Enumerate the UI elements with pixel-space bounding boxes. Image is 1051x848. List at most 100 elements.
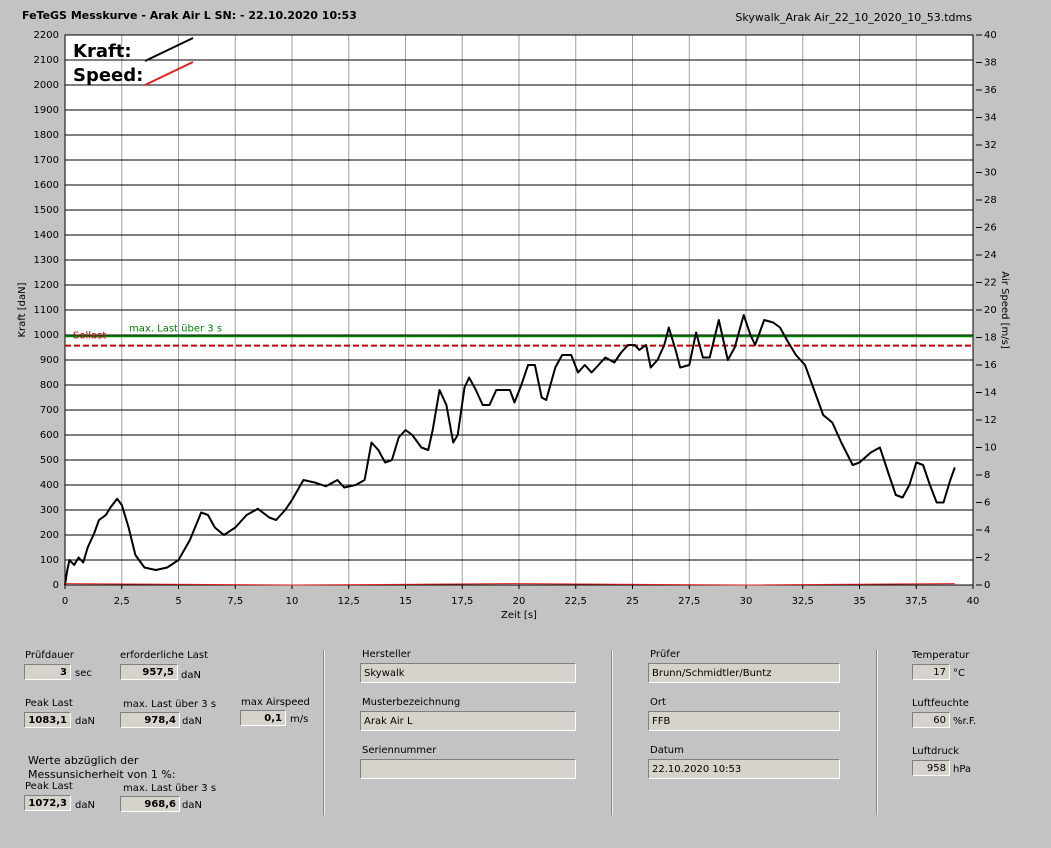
- y-tick-label: 700: [40, 405, 59, 416]
- y-tick-label: 900: [40, 355, 59, 366]
- field: 958: [912, 760, 950, 776]
- y-tick-label: 1900: [34, 105, 59, 116]
- x-tick-label: 37,5: [905, 596, 927, 607]
- unit: daN: [75, 716, 95, 727]
- note: Werte abzüglich der: [28, 754, 139, 767]
- y-tick-label: 2000: [34, 80, 59, 91]
- x-tick-label: 40: [967, 596, 980, 607]
- label: Luftdruck: [912, 746, 960, 757]
- unit: °C: [953, 668, 965, 679]
- label: Seriennummer: [362, 745, 437, 756]
- x-tick-label: 22,5: [565, 596, 587, 607]
- y2-tick-label: 32: [984, 140, 997, 151]
- y2-tick-label: 26: [984, 223, 997, 234]
- x-tick-label: 7,5: [227, 596, 243, 607]
- y-tick-label: 1400: [34, 230, 59, 241]
- x-axis-label: Zeit [s]: [501, 610, 537, 621]
- y-tick-label: 1700: [34, 155, 59, 166]
- y2-tick-label: 2: [984, 553, 990, 564]
- y-tick-label: 1600: [34, 180, 59, 191]
- y-tick-label: 1800: [34, 130, 59, 141]
- series-line: [64, 314, 956, 586]
- y-tick-label: 1200: [34, 280, 59, 291]
- label: Prüfer: [650, 649, 681, 660]
- y-tick-label: 1000: [34, 330, 59, 341]
- field: Skywalk: [360, 663, 576, 683]
- field: 968,6: [120, 796, 180, 812]
- unit: %r.F.: [953, 716, 977, 727]
- x-tick-label: 35: [853, 596, 866, 607]
- unit: hPa: [953, 764, 972, 775]
- y-tick-label: 100: [40, 555, 59, 566]
- y2-tick-label: 10: [984, 443, 997, 454]
- y-tick-label: 1500: [34, 205, 59, 216]
- label: Luftfeuchte: [912, 698, 969, 709]
- legend-label: Speed:: [73, 65, 143, 86]
- y2-tick-label: 30: [984, 168, 997, 179]
- plot-border: [64, 34, 974, 586]
- label: Datum: [650, 745, 684, 756]
- y2-tick-label: 8: [984, 470, 990, 481]
- reference-label: Sollast: [73, 331, 106, 342]
- y2-tick-label: 14: [984, 388, 997, 399]
- separator: [323, 650, 325, 815]
- legend-label: Kraft:: [73, 41, 132, 62]
- label: erforderliche Last: [120, 650, 209, 661]
- unit: daN: [182, 716, 202, 727]
- label: Musterbezeichnung: [362, 697, 461, 708]
- x-tick-label: 32,5: [792, 596, 814, 607]
- unit: sec: [75, 668, 92, 679]
- field: 957,5: [120, 664, 178, 680]
- y-tick-label: 1300: [34, 255, 59, 266]
- field: FFB: [648, 711, 840, 731]
- y-tick-label: 1100: [34, 305, 59, 316]
- label: Prüfdauer: [25, 650, 74, 661]
- x-tick-label: 15: [399, 596, 412, 607]
- y-tick-label: 2100: [34, 55, 59, 66]
- field: Brunn/Schmidtler/Buntz: [648, 663, 840, 683]
- y2-axis-label: Air Speed [m/s]: [999, 271, 1010, 349]
- y2-tick-label: 38: [984, 58, 997, 69]
- label: max. Last über 3 s: [123, 783, 217, 794]
- unit: daN: [75, 800, 95, 811]
- unit: daN: [182, 800, 202, 811]
- field: 17: [912, 664, 950, 680]
- title: FeTeGS Messkurve - Arak Air L SN: - 22.1…: [22, 9, 357, 22]
- note: Messunsicherheit von 1 %:: [28, 768, 176, 781]
- label: Hersteller: [362, 649, 411, 660]
- y-tick-label: 300: [40, 505, 59, 516]
- chart: FeTeGS Messkurve - Arak Air L SN: - 22.1…: [17, 9, 1010, 621]
- y2-tick-label: 12: [984, 415, 997, 426]
- y2-tick-label: 34: [984, 113, 997, 124]
- separator: [876, 650, 878, 815]
- y-axis-label: Kraft [daN]: [17, 282, 28, 337]
- x-tick-label: 2,5: [114, 596, 130, 607]
- x-tick-label: 30: [740, 596, 753, 607]
- y2-tick-label: 6: [984, 498, 990, 509]
- y2-tick-label: 24: [984, 250, 997, 261]
- y2-tick-label: 40: [984, 30, 997, 41]
- y-tick-label: 600: [40, 430, 59, 441]
- y-tick-label: 0: [53, 580, 59, 591]
- field: Arak Air L: [360, 711, 576, 731]
- y2-tick-label: 4: [984, 525, 990, 536]
- x-tick-label: 20: [513, 596, 526, 607]
- field: 978,4: [120, 712, 180, 728]
- x-tick-label: 0: [62, 596, 68, 607]
- separator: [611, 650, 613, 815]
- legend-swatch: [144, 37, 194, 62]
- file-name: Skywalk_Arak Air_22_10_2020_10_53.tdms: [735, 11, 972, 24]
- y2-tick-label: 0: [984, 580, 990, 591]
- x-tick-label: 12,5: [338, 596, 360, 607]
- field: 1083,1: [24, 712, 71, 728]
- unit: m/s: [290, 714, 309, 725]
- y-tick-label: 200: [40, 530, 59, 541]
- y-tick-label: 400: [40, 480, 59, 491]
- label: Peak Last: [25, 698, 73, 709]
- x-tick-label: 17,5: [451, 596, 473, 607]
- series-line: [64, 583, 955, 586]
- label: max Airspeed: [241, 697, 310, 708]
- y-tick-label: 800: [40, 380, 59, 391]
- y2-tick-label: 18: [984, 333, 997, 344]
- x-tick-label: 27,5: [678, 596, 700, 607]
